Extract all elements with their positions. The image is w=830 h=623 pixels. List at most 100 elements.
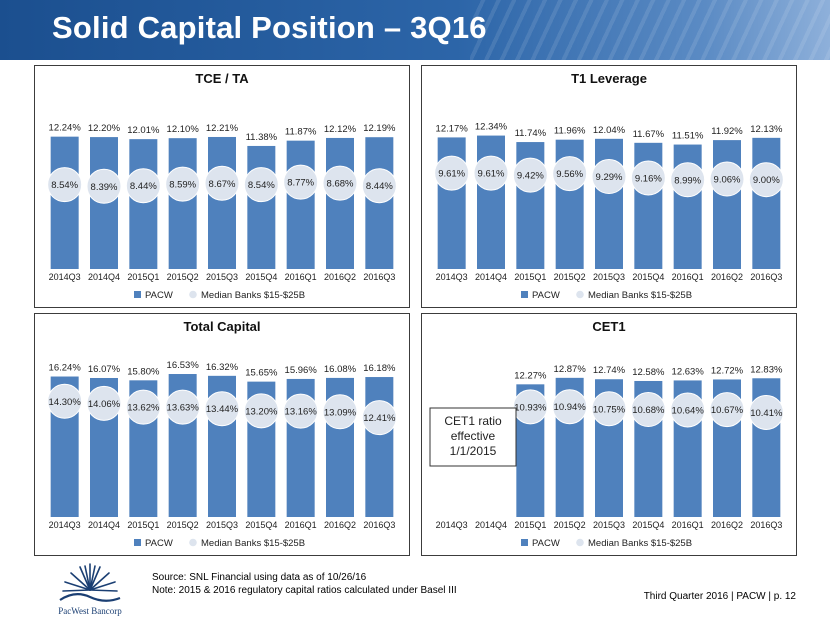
data-label-pacw: 11.51% (672, 131, 704, 142)
bar-pacw (752, 137, 781, 269)
bubble-median (473, 155, 509, 191)
data-label-median: 10.94% (554, 402, 587, 413)
x-tick-label: 2015Q2 (167, 272, 199, 282)
x-tick-label: 2014Q3 (49, 272, 81, 282)
data-label-median: 8.67% (209, 179, 236, 190)
legend-label-median: Median Banks $15-$25B (201, 290, 305, 301)
bubble-median (670, 392, 706, 428)
data-label-median: 10.41% (750, 408, 783, 419)
x-tick-label: 2015Q3 (206, 272, 238, 282)
x-tick-label: 2016Q2 (711, 520, 743, 530)
median-bubble-group: 9.61% 9.61% 9.42% 9.56% 9.29% 9.16% 8.99% 9.06%… (434, 155, 784, 198)
median-bubble-group: 8.54% 8.39% 8.44% 8.59% 8.67% 8.54% 8.77% 8.68%… (47, 164, 397, 204)
note-line: Note: 2015 & 2016 regulatory capital rat… (152, 585, 457, 596)
legend-swatch-median (576, 538, 584, 547)
x-tick-label: 2016Q1 (672, 272, 704, 282)
data-label-median: 13.20% (245, 406, 278, 417)
chart-t1-leverage: T1 Leverage 12.17% 12.34% 11.74% 11.96% 12.04… (434, 71, 784, 301)
data-label-pacw: 12.72% (711, 365, 744, 376)
data-label-pacw: 16.08% (324, 364, 357, 375)
bar-group (437, 135, 781, 269)
annotation-text: CET1 ratio effective 1/1/2015 (444, 414, 502, 458)
data-label-median: 8.59% (169, 180, 196, 191)
logo-text: PacWest Bancorp (58, 606, 122, 616)
bubble-median (361, 168, 397, 204)
bubble-median (434, 155, 470, 191)
legend-swatch-median (189, 538, 197, 547)
bar-pacw (168, 138, 197, 269)
bubble-median (709, 392, 745, 428)
data-label-median: 14.06% (88, 399, 121, 410)
logo-wave-icon (59, 593, 121, 602)
bubble-median (748, 162, 784, 198)
bar-pacw (208, 136, 236, 269)
bubble-median (204, 391, 240, 427)
x-tick-label: 2014Q3 (436, 520, 468, 530)
data-label-pacw: 12.74% (593, 365, 626, 376)
data-label-pacw: 12.04% (593, 125, 626, 136)
bubble-median (243, 393, 279, 429)
x-tick-label: 2014Q4 (88, 272, 120, 282)
bubble-median (512, 157, 548, 193)
data-label-pacw: 11.74% (515, 128, 547, 139)
data-label-median: 10.93% (514, 402, 547, 413)
x-tick-label: 2015Q2 (554, 272, 586, 282)
data-label-median: 9.56% (556, 169, 583, 180)
median-bubble-group: 10.93% 10.94% 10.75% 10.68% 10.64% 10.67% 10.4… (512, 389, 784, 430)
data-label-pacw: 12.12% (324, 124, 357, 135)
data-label-median: 8.54% (248, 180, 275, 191)
x-tick-label: 2015Q4 (632, 272, 664, 282)
title-banner: Solid Capital Position – 3Q16 (0, 0, 830, 60)
bubble-median (165, 166, 201, 202)
data-label-median: 10.67% (711, 405, 744, 416)
bubble-median (591, 159, 627, 195)
data-label-group: 12.27% 12.87% 12.74% 12.58% 12.63% 12.72% 12.8… (514, 364, 783, 381)
data-label-median: 13.16% (285, 407, 318, 418)
data-label-pacw: 16.18% (363, 363, 396, 374)
x-tick-label: 2016Q1 (285, 272, 317, 282)
legend-swatch-pacw (134, 539, 141, 546)
data-label-group: 12.17% 12.34% 11.74% 11.96% 12.04% 11.67% 11.5… (436, 122, 783, 142)
bubble-median (591, 391, 627, 427)
x-tick-label: 2015Q4 (632, 520, 664, 530)
legend: PACW Median Banks $15-$25B (521, 290, 692, 301)
data-label-pacw: 16.53% (167, 360, 200, 371)
data-label-median: 13.09% (324, 407, 357, 418)
data-label-median: 8.77% (287, 178, 314, 189)
data-label-median: 9.06% (714, 175, 741, 186)
legend: PACW Median Banks $15-$25B (134, 290, 305, 301)
data-label-median: 13.62% (127, 403, 160, 414)
x-tick-label: 2014Q4 (475, 520, 507, 530)
bar-group (50, 136, 394, 269)
data-label-pacw: 12.21% (206, 123, 239, 134)
legend: PACW Median Banks $15-$25B (134, 538, 305, 549)
bar-pacw (129, 139, 158, 269)
x-tick-label: 2014Q4 (475, 272, 507, 282)
chart-panel-total-capital: Total Capital 16.24% 16.07% 15.80% 16.53% 16.… (34, 313, 410, 556)
data-label-pacw: 16.07% (88, 364, 121, 375)
data-label-pacw: 12.17% (436, 123, 469, 134)
data-label-pacw: 12.13% (750, 124, 783, 135)
data-label-median: 9.42% (517, 171, 544, 182)
x-tick-label: 2014Q3 (49, 520, 81, 530)
x-tick-label: 2015Q3 (206, 520, 238, 530)
bubble-median (322, 394, 358, 430)
chart-title: T1 Leverage (571, 71, 647, 86)
legend-label-median: Median Banks $15-$25B (588, 290, 692, 301)
legend-label-median: Median Banks $15-$25B (201, 538, 305, 549)
bubble-median (86, 168, 122, 204)
data-label-group: 16.24% 16.07% 15.80% 16.53% 16.32% 15.65% 15.9… (49, 360, 396, 379)
data-label-pacw: 16.24% (49, 363, 82, 374)
chart-panel-cet1: CET1 12.27% 12.87% 12.74% 12.58% 12.63% 12.72%… (421, 313, 797, 556)
logo-starburst-icon (62, 563, 118, 592)
data-label-median: 10.64% (672, 405, 705, 416)
x-tick-label: 2016Q3 (750, 520, 782, 530)
data-label-pacw: 12.58% (632, 367, 665, 378)
bubble-median (125, 168, 161, 204)
bar-pacw (326, 137, 354, 269)
data-label-median: 8.99% (674, 175, 701, 186)
page-title: Solid Capital Position – 3Q16 (52, 10, 487, 45)
data-label-median: 8.44% (130, 181, 157, 192)
data-label-pacw: 12.24% (49, 123, 82, 134)
data-label-pacw: 12.83% (750, 364, 783, 375)
